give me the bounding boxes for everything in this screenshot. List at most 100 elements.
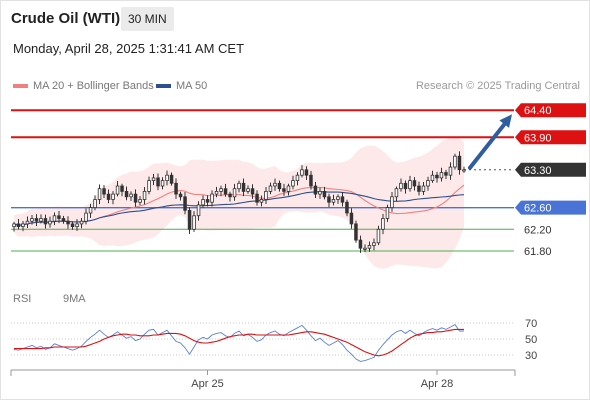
timeframe-badge[interactable]: 30 MIN: [121, 7, 174, 31]
candle-body-75: [349, 212, 354, 225]
candle-body-14: [75, 223, 79, 227]
candle-body-67: [313, 185, 318, 195]
candle-body-58: [273, 182, 277, 187]
candle-body-81: [376, 228, 381, 244]
candle-body-72: [336, 196, 340, 200]
candle-body-56: [264, 190, 268, 200]
level-badge-63.30: [515, 162, 586, 177]
candle-body-37: [178, 193, 183, 198]
candle-body-86: [399, 182, 403, 190]
candle-body-32: [156, 177, 160, 187]
candle-body-84: [390, 196, 394, 209]
candle-body-46: [219, 188, 223, 192]
ma20-label: MA 20 + Bollinger Bands: [33, 80, 154, 92]
candle-body-59: [277, 182, 282, 190]
bollinger-band: [14, 136, 464, 269]
candle-body-91: [421, 185, 426, 192]
candle-body-10: [57, 215, 61, 219]
forecast-arrow-head: [499, 114, 512, 128]
candle-body-18: [93, 199, 97, 209]
candle-body-27: [133, 193, 138, 203]
candle-body-48: [228, 193, 232, 198]
candle-body-89: [412, 180, 417, 187]
level-label-63.30: 63.30: [524, 165, 552, 177]
rsi-line: [13, 324, 464, 362]
candle-body-34: [165, 174, 169, 181]
candle-body-97: [448, 166, 453, 176]
candle-body-98: [453, 155, 457, 168]
ma50-line: [13, 191, 465, 226]
candle-body-43: [205, 199, 210, 203]
candle-body-50: [237, 182, 241, 190]
candle-body-38: [183, 196, 187, 211]
candle-body-83: [385, 207, 390, 219]
chart-header: Crude Oil (WTI) 30 MIN: [0, 0, 590, 38]
ma20-swatch: [13, 84, 28, 89]
candle-body-29: [142, 190, 147, 200]
legend-ma20: MA 20 + Bollinger Bands: [13, 80, 154, 92]
candle-body-61: [286, 185, 291, 192]
level-label-62.60: 62.60: [524, 203, 552, 215]
candle-body-7: [43, 218, 48, 225]
level-label-62.20: 62.20: [524, 224, 552, 236]
candle-body-55: [259, 199, 264, 203]
candle-body-62: [291, 180, 295, 187]
candle-body-41: [196, 204, 201, 217]
candle-body-9: [52, 215, 57, 222]
candle-body-66: [309, 174, 313, 187]
candle-body-82: [381, 218, 385, 230]
rsi-ma-label: 9MA: [63, 293, 86, 305]
candle-body-88: [408, 180, 412, 190]
candle-body-21: [106, 193, 111, 200]
rsi-ma-line: [14, 328, 464, 357]
candle-body-22: [111, 193, 115, 200]
candle-body-40: [192, 215, 196, 230]
rsi-label: RSI: [13, 293, 32, 305]
ma50-swatch: [156, 84, 171, 89]
candle-body-93: [430, 174, 435, 181]
candle-body-49: [232, 188, 237, 198]
candle-body-33: [160, 180, 165, 187]
level-label-63.90: 63.90: [524, 132, 552, 144]
rsi-tick-30: 30: [525, 350, 537, 362]
level-badge-63.90: [515, 130, 586, 145]
level-badge-64.40: [515, 103, 586, 118]
candle-body-74: [345, 201, 349, 214]
candle-body-3: [25, 220, 30, 225]
candle-body-79: [367, 245, 372, 249]
x-tick-label-Apr 25: Apr 25: [191, 378, 223, 390]
candle-body-24: [120, 185, 124, 192]
candle-body-80: [372, 242, 376, 246]
ma50-label: MA 50: [176, 80, 208, 92]
candle-body-54: [255, 193, 259, 203]
candle-body-4: [30, 218, 34, 222]
legend-ma50: MA 50: [156, 80, 207, 92]
candle-body-99: [457, 155, 462, 171]
candle-body-17: [88, 207, 93, 214]
candle-body-63: [295, 174, 300, 181]
candle-body-30: [147, 180, 151, 192]
candle-body-0: [12, 223, 16, 227]
candle-body-36: [174, 182, 178, 195]
candle-body-45: [214, 190, 219, 195]
level-label-64.40: 64.40: [524, 105, 552, 117]
candle-body-100: [462, 169, 466, 172]
candle-body-25: [124, 190, 129, 198]
candle-body-94: [435, 174, 439, 179]
candle-body-68: [318, 190, 322, 195]
candle-body-8: [48, 220, 52, 225]
candle-body-5: [34, 218, 39, 222]
level-badge-62.60: [515, 200, 586, 215]
candle-body-70: [327, 196, 331, 203]
forecast-arrow-shaft: [468, 120, 508, 170]
candle-body-39: [187, 209, 192, 230]
rsi-tick-50: 50: [525, 334, 537, 346]
candle-body-87: [403, 182, 408, 190]
candle-body-35: [169, 174, 174, 184]
candle-body-52: [246, 188, 250, 192]
candle-body-31: [151, 177, 156, 181]
candle-body-12: [66, 220, 70, 225]
candle-body-23: [115, 185, 120, 195]
candle-body-11: [61, 218, 66, 222]
